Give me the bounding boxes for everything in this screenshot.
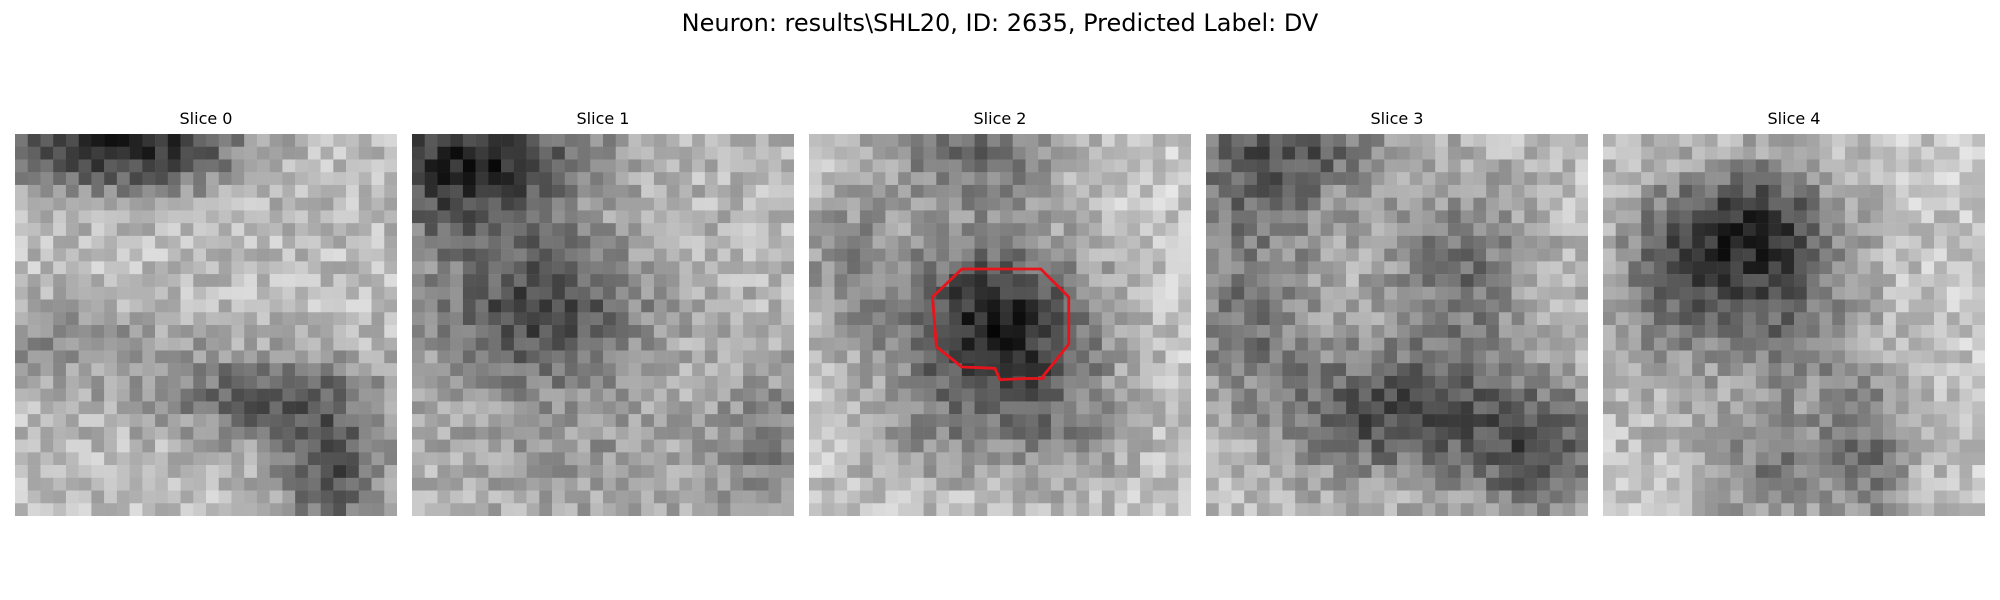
slice-3-pixels <box>1206 134 1588 516</box>
slice-4-title: Slice 4 <box>1767 109 1821 128</box>
slice-1-pixels <box>412 134 794 516</box>
slice-4-pixels <box>1603 134 1985 516</box>
slice-0-pixels <box>15 134 397 516</box>
slice-1-title: Slice 1 <box>576 109 630 128</box>
slice-0-image <box>15 134 397 516</box>
figure-title: Neuron: results\SHL20, ID: 2635, Predict… <box>681 9 1319 37</box>
slice-2-image <box>809 134 1191 516</box>
slice-1-image <box>412 134 794 516</box>
slice-4-image <box>1603 134 1985 516</box>
slice-3-image <box>1206 134 1588 516</box>
roi-outline <box>931 267 1071 382</box>
slice-0-title: Slice 0 <box>179 109 233 128</box>
slice-2-pixels <box>809 134 1191 516</box>
slice-2-title: Slice 2 <box>973 109 1027 128</box>
slice-3-title: Slice 3 <box>1370 109 1424 128</box>
